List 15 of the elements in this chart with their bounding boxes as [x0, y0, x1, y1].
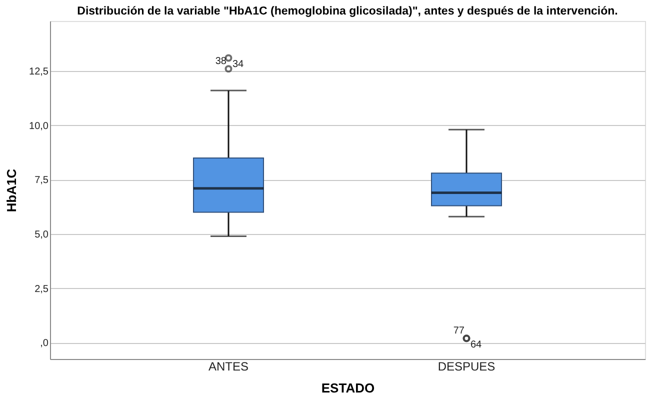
x-tick-label: ANTES [208, 360, 249, 374]
annotation: 34 [232, 58, 244, 70]
y-tick-label: 10,0 [29, 120, 49, 132]
y-axis-title: HbA1C [4, 168, 20, 212]
x-tick-label: DESPUES [438, 360, 496, 374]
chart-title: Distribución de la variable "HbA1C (hemoglobina glicosilada)", antes y después de la intervención. [77, 6, 618, 18]
x-axis-title: ESTADO [321, 380, 375, 396]
y-tick-label: 2,5 [34, 284, 49, 295]
y-tick-label: 12,5 [29, 66, 49, 78]
y-tick-label: ,0 [40, 338, 49, 350]
y-tick-label: 5,0 [34, 230, 49, 241]
annotation: 64 [470, 339, 482, 350]
annotation: 77 [453, 325, 465, 336]
y-tick-label: 7,5 [34, 175, 49, 186]
annotation: 38 [215, 56, 227, 67]
